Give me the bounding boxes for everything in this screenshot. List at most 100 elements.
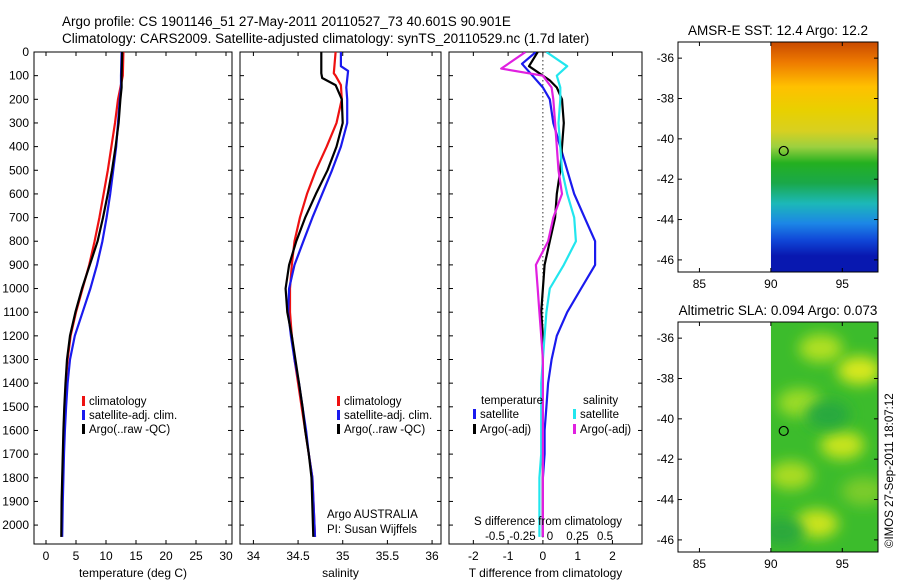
y-tick-label: 400 (9, 140, 29, 154)
series-line-3 (500, 52, 564, 537)
axes-frame (33, 51, 233, 545)
x-tick-label: 10 (99, 549, 113, 563)
legend-swatch (82, 396, 85, 406)
legend-group-label: temperature (481, 395, 543, 407)
y-tick-label: 2000 (2, 518, 29, 532)
y-tick-label: 1100 (3, 305, 29, 319)
y-tick-label: -38 (657, 91, 675, 105)
legend-label: Argo(-adj) (480, 424, 531, 436)
x-tick-label: 1 (574, 549, 581, 563)
x-tick-label: 5 (73, 549, 80, 563)
y-tick-label: 1700 (2, 447, 29, 461)
series-line-2 (538, 52, 578, 537)
sla-anomaly-blob (837, 356, 878, 385)
x-axis-label: salinity (322, 566, 359, 580)
x-tick-label: 95 (836, 557, 850, 571)
x-tick-label: 2 (609, 549, 616, 563)
x-tick-label: -2 (468, 549, 479, 563)
y-tick-label: 1500 (2, 400, 29, 414)
legend-swatch (473, 424, 476, 434)
y-tick-label: 500 (9, 163, 29, 177)
y-tick-label: 1600 (2, 423, 29, 437)
x-tick-label: 36 (425, 549, 439, 563)
x-axis-label: T difference from climatology (469, 566, 623, 580)
legend-swatch (337, 424, 340, 434)
y-tick-label: -36 (657, 51, 675, 65)
sst-field (770, 42, 878, 272)
legend-group-label: salinity (583, 395, 618, 407)
sla-anomaly-blob (806, 400, 850, 429)
x-tick-label: 20 (159, 549, 173, 563)
x-tick-label: -1 (503, 549, 514, 563)
sst-map-panel: AMSR-E SST: 12.4 Argo: 12.2 85 90 95 -36 -38 -… (657, 23, 879, 291)
legend-label: satellite-adj. clim. (344, 410, 432, 422)
sla-anomaly-blob (820, 431, 865, 460)
map-frame (677, 41, 879, 273)
series-line-2 (60, 52, 124, 537)
y-tick-label: 700 (9, 211, 29, 225)
y-tick-label: 0 (22, 45, 29, 59)
legend-swatch (573, 409, 576, 419)
y-tick-label: 1200 (2, 329, 29, 343)
legend-swatch (82, 410, 85, 420)
legend-swatch (337, 410, 340, 420)
legend-label: climatology (344, 396, 402, 408)
x-tick-label: 34 (247, 549, 261, 563)
x-axis-label: temperature (deg C) (79, 566, 187, 580)
x-tick-label: 35.5 (376, 549, 400, 563)
y-tick-label: 900 (9, 258, 29, 272)
x-tick-label: 34.5 (286, 549, 310, 563)
sla-map-panel: Altimetric SLA: 0.094 Argo: 0.073 85 90 95 -… (657, 303, 879, 571)
y-tick-label: -42 (657, 172, 675, 186)
y-tick-label: 1400 (2, 376, 29, 390)
y-tick-label: 200 (9, 92, 29, 106)
y-tick-label: -46 (657, 253, 675, 267)
legend-label: climatology (89, 396, 147, 408)
legend-label: satellite (580, 409, 619, 421)
sla-anomaly-blob (798, 334, 843, 363)
imos-stamp: ©IMOS 27-Sep-2011 18:07:12 (884, 393, 896, 548)
x-tick-label: 95 (836, 277, 850, 291)
x-tick-label: 30 (219, 549, 233, 563)
legend-label: satellite (480, 409, 519, 421)
legend-swatch (573, 424, 576, 434)
y-tick-label: -40 (657, 412, 675, 426)
y-tick-label: -42 (657, 452, 675, 466)
axes-frame (239, 51, 442, 545)
x-tick-label: 0 (540, 549, 547, 563)
y-tick-label: 1800 (2, 471, 29, 485)
secondary-tick-label: -0.5 (485, 531, 505, 543)
pi-label: PI: Susan Wijffels (327, 524, 417, 536)
axes-frame (448, 51, 643, 545)
secondary-tick-label: -0.25 (509, 531, 535, 543)
y-tick-label: -44 (657, 213, 675, 227)
legend-label: Argo(-adj) (580, 424, 631, 436)
x-tick-label: 35 (336, 549, 350, 563)
series-line-2 (284, 52, 344, 537)
y-tick-label: 800 (9, 234, 29, 248)
y-tick-label: 1300 (2, 353, 29, 367)
figure-title-line1: Argo profile: CS 1901146_51 27-May-2011 … (62, 14, 511, 29)
data-field (770, 322, 878, 552)
legend-swatch (337, 396, 340, 406)
y-tick-label: -40 (657, 132, 675, 146)
temperature-profile-panel: 0100200300400500600700800900100011001200… (2, 45, 233, 580)
series-line-0 (520, 52, 597, 537)
legend-swatch (82, 424, 85, 434)
secondary-axis-label: S difference from climatology (474, 516, 622, 528)
x-tick-label: 85 (693, 277, 707, 291)
map-title: Altimetric SLA: 0.094 Argo: 0.073 (679, 303, 878, 318)
map-title: AMSR-E SST: 12.4 Argo: 12.2 (688, 23, 868, 38)
map-frame (677, 321, 879, 553)
y-tick-label: -46 (657, 533, 675, 547)
legend-label: Argo(..raw -QC) (89, 424, 170, 436)
sla-anomaly-blob (841, 477, 878, 506)
secondary-tick-label: 0 (547, 531, 553, 543)
y-tick-label: 1000 (2, 282, 29, 296)
y-tick-label: 600 (9, 187, 29, 201)
y-tick-label: -36 (657, 331, 675, 345)
data-field (770, 42, 878, 272)
difference-profile-panel: -2 -1 0 1 2 T difference from climatology temp… (448, 51, 643, 580)
float-location-marker (778, 145, 789, 157)
